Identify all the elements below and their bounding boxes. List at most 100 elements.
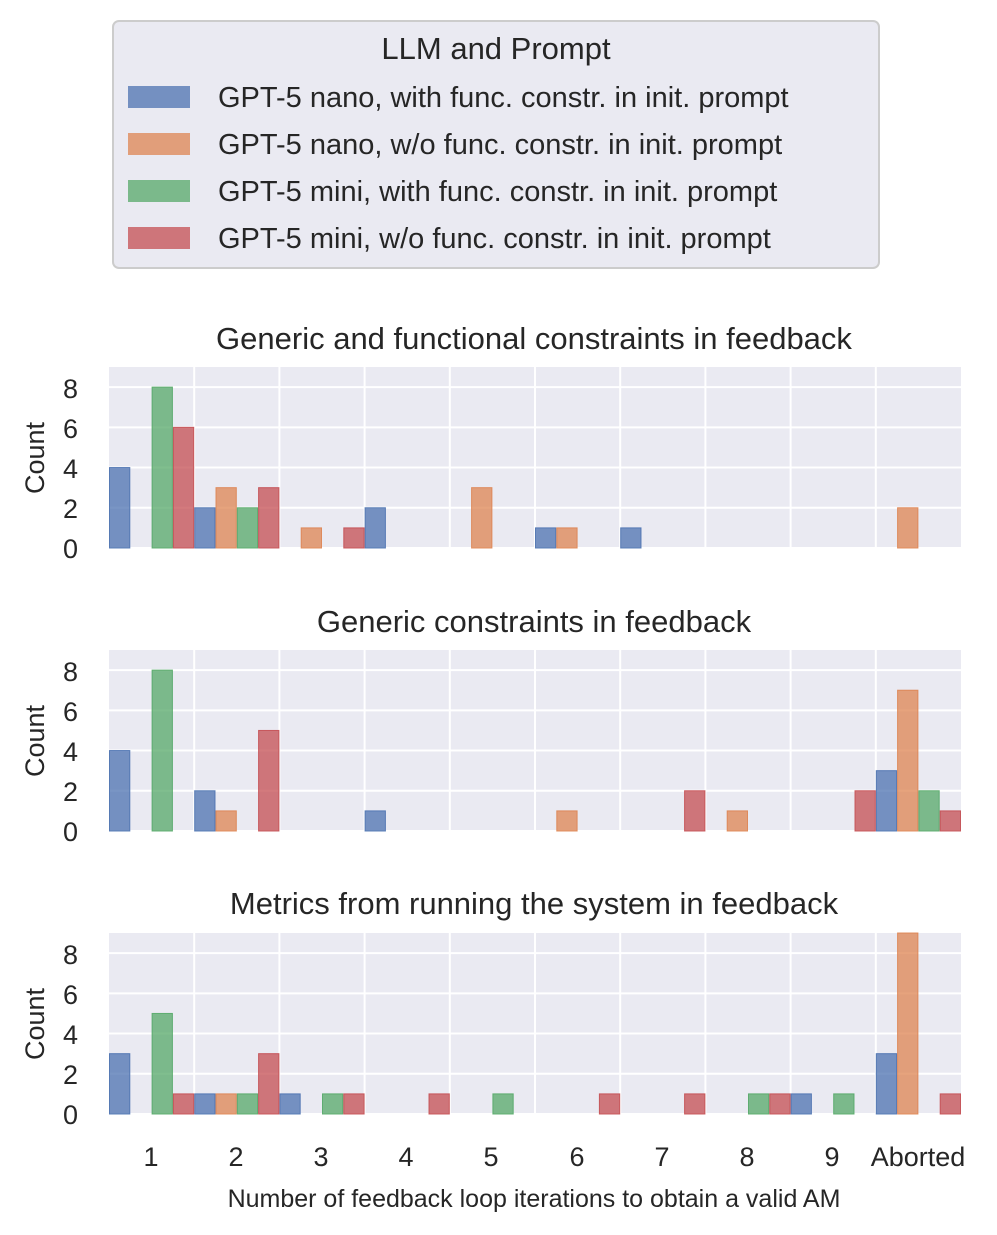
x-axis: 1 2 3 4 5 6 7 8 9 Aborted Number of feed… bbox=[143, 1142, 965, 1213]
panel-generic-functional: Generic and functional constraints in fe… bbox=[20, 321, 961, 564]
bar bbox=[769, 1093, 791, 1115]
bar bbox=[215, 1093, 237, 1115]
bar bbox=[939, 1093, 962, 1115]
y-tick-label: 2 bbox=[63, 1060, 78, 1090]
bar bbox=[854, 790, 876, 832]
bar bbox=[343, 1093, 365, 1115]
x-tick-label: 7 bbox=[654, 1142, 669, 1172]
bar bbox=[172, 1093, 195, 1115]
y-tick-label: 6 bbox=[63, 697, 78, 727]
y-tick-label: 6 bbox=[63, 414, 78, 444]
bar bbox=[151, 669, 173, 832]
bar bbox=[684, 1093, 706, 1115]
bar bbox=[215, 487, 237, 549]
bar bbox=[897, 689, 919, 832]
y-axis-label: Count bbox=[20, 987, 50, 1060]
bar bbox=[258, 1053, 280, 1115]
legend-swatch-mini-without bbox=[128, 227, 190, 249]
x-tick-label: 4 bbox=[398, 1142, 413, 1172]
y-axis: 0 2 4 6 8 Count bbox=[20, 940, 78, 1130]
bar bbox=[471, 487, 493, 549]
y-tick-label: 0 bbox=[63, 534, 78, 564]
x-tick-label: 9 bbox=[824, 1142, 839, 1172]
y-tick-label: 0 bbox=[63, 817, 78, 847]
panel-generic: Generic constraints in feedback 0 2 4 6 … bbox=[20, 604, 962, 847]
legend: LLM and Prompt GPT-5 nano, with func. co… bbox=[112, 20, 880, 269]
bar bbox=[833, 1093, 855, 1115]
bar bbox=[236, 507, 259, 549]
bar bbox=[492, 1093, 514, 1115]
bar bbox=[875, 770, 898, 832]
bar bbox=[258, 487, 280, 549]
bar bbox=[556, 810, 578, 832]
y-tick-label: 8 bbox=[63, 657, 78, 687]
y-tick-label: 2 bbox=[63, 777, 78, 807]
bar bbox=[215, 810, 237, 832]
bar bbox=[194, 790, 216, 832]
y-tick-label: 2 bbox=[63, 494, 78, 524]
y-tick-label: 8 bbox=[63, 940, 78, 970]
bar bbox=[598, 1093, 621, 1115]
x-axis-label: Number of feedback loop iterations to ob… bbox=[228, 1185, 841, 1213]
panel-title: Generic constraints in feedback bbox=[317, 604, 752, 639]
bar bbox=[151, 1012, 173, 1115]
x-tick-label: 5 bbox=[483, 1142, 498, 1172]
bar bbox=[364, 810, 386, 832]
bar bbox=[428, 1093, 450, 1115]
bar bbox=[300, 527, 323, 549]
x-tick-label: Aborted bbox=[871, 1142, 966, 1172]
bar bbox=[875, 1053, 898, 1115]
legend-label-mini-without: GPT-5 mini, w/o func. constr. in init. p… bbox=[218, 223, 771, 255]
panel-title: Metrics from running the system in feedb… bbox=[230, 886, 839, 921]
bar bbox=[151, 386, 173, 549]
bar bbox=[109, 1053, 131, 1115]
bar bbox=[194, 1093, 216, 1115]
bar bbox=[364, 507, 386, 549]
x-tick-label: 8 bbox=[739, 1142, 754, 1172]
y-tick-label: 4 bbox=[63, 454, 78, 484]
legend-swatch-nano-with bbox=[128, 86, 190, 108]
bar bbox=[620, 527, 642, 549]
bar bbox=[172, 426, 195, 549]
bar bbox=[258, 729, 280, 832]
bar bbox=[535, 527, 557, 549]
bar bbox=[236, 1093, 259, 1115]
legend-label-mini-with: GPT-5 mini, with func. constr. in init. … bbox=[218, 176, 777, 208]
legend-swatch-mini-with bbox=[128, 180, 190, 202]
legend-frame bbox=[112, 20, 880, 269]
x-tick-label: 1 bbox=[143, 1142, 158, 1172]
panel-metrics: Metrics from running the system in feedb… bbox=[20, 886, 962, 1130]
bar bbox=[748, 1093, 770, 1115]
bar bbox=[897, 507, 919, 549]
y-tick-label: 4 bbox=[63, 1020, 78, 1050]
x-tick-label: 3 bbox=[313, 1142, 328, 1172]
bar bbox=[194, 507, 216, 549]
y-tick-label: 6 bbox=[63, 980, 78, 1010]
x-tick-label: 2 bbox=[228, 1142, 243, 1172]
legend-title: LLM and Prompt bbox=[381, 31, 611, 66]
bar bbox=[322, 1093, 344, 1115]
bar bbox=[790, 1093, 812, 1115]
legend-swatch-nano-without bbox=[128, 133, 190, 155]
bar bbox=[726, 810, 749, 832]
x-tick-label: 6 bbox=[569, 1142, 584, 1172]
bar bbox=[918, 790, 940, 832]
y-tick-label: 8 bbox=[63, 374, 78, 404]
y-axis-label: Count bbox=[20, 421, 50, 494]
y-axis: 0 2 4 6 8 Count bbox=[20, 657, 78, 847]
bar bbox=[897, 932, 919, 1115]
bar bbox=[109, 467, 131, 549]
panel-title: Generic and functional constraints in fe… bbox=[216, 321, 852, 356]
bar bbox=[109, 750, 131, 832]
bar bbox=[556, 527, 578, 549]
y-tick-label: 0 bbox=[63, 1100, 78, 1130]
y-tick-label: 4 bbox=[63, 737, 78, 767]
bar bbox=[279, 1093, 301, 1115]
legend-label-nano-without: GPT-5 nano, w/o func. constr. in init. p… bbox=[218, 129, 782, 161]
y-axis-label: Count bbox=[20, 704, 50, 777]
bar bbox=[343, 527, 365, 549]
bar bbox=[939, 810, 962, 832]
bar bbox=[684, 790, 706, 832]
y-axis: 0 2 4 6 8 Count bbox=[20, 374, 78, 564]
